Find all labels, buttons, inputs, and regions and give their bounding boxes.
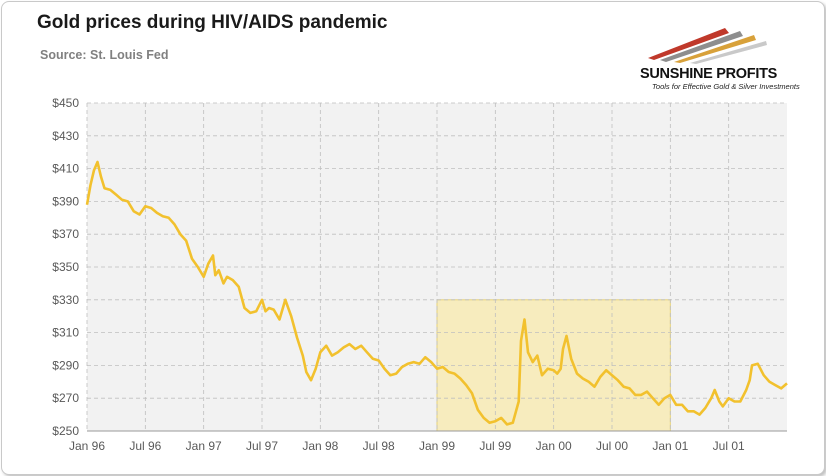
chart-source: Source: St. Louis Fed: [40, 48, 169, 62]
sunshine-profits-logo-icon: [648, 28, 767, 64]
chart-title: Gold prices during HIV/AIDS pandemic: [37, 12, 388, 33]
y-tick-label: $290: [52, 358, 79, 372]
x-tick-label: Jan 99: [419, 439, 455, 453]
y-tick-label: $390: [52, 194, 79, 208]
x-tick-label: Jan 96: [69, 439, 105, 453]
x-tick-label: Jul 99: [479, 439, 511, 453]
grid-lines: [86, 102, 787, 432]
gold-price-series-line: [85, 160, 788, 426]
y-tick-label: $410: [52, 162, 79, 176]
x-tick-label: Jul 96: [129, 439, 161, 453]
y-tick-label: $310: [52, 326, 79, 340]
y-tick-label: $270: [52, 391, 79, 405]
y-tick-label: $370: [52, 227, 79, 241]
x-tick-label: Jan 98: [302, 439, 338, 453]
y-tick-label: $450: [52, 96, 79, 110]
x-axis-ticks: Jan 96 Jul 96 Jan 97 Jul 97 Jan 98 Jul 98 Jan …: [69, 439, 745, 453]
x-tick-label: Jul 00: [596, 439, 628, 453]
y-axis-ticks: $450 $430 $410 $390 $370 $350 $330 $310 $290 $270…: [52, 96, 79, 438]
x-tick-label: Jul 97: [246, 439, 278, 453]
logo-tagline: Tools for Effective Gold & Silver Invest…: [652, 82, 800, 91]
x-tick-label: Jan 00: [536, 439, 572, 453]
x-tick-label: Jan 97: [186, 439, 222, 453]
x-tick-label: Jan 01: [652, 439, 688, 453]
y-tick-label: $250: [52, 424, 79, 438]
y-tick-label: $350: [52, 260, 79, 274]
x-tick-label: Jul 01: [713, 439, 745, 453]
y-tick-label: $430: [52, 129, 79, 143]
x-tick-label: Jul 98: [363, 439, 395, 453]
y-tick-label: $330: [52, 293, 79, 307]
logo-name: SUNSHINE PROFITS: [640, 66, 777, 82]
